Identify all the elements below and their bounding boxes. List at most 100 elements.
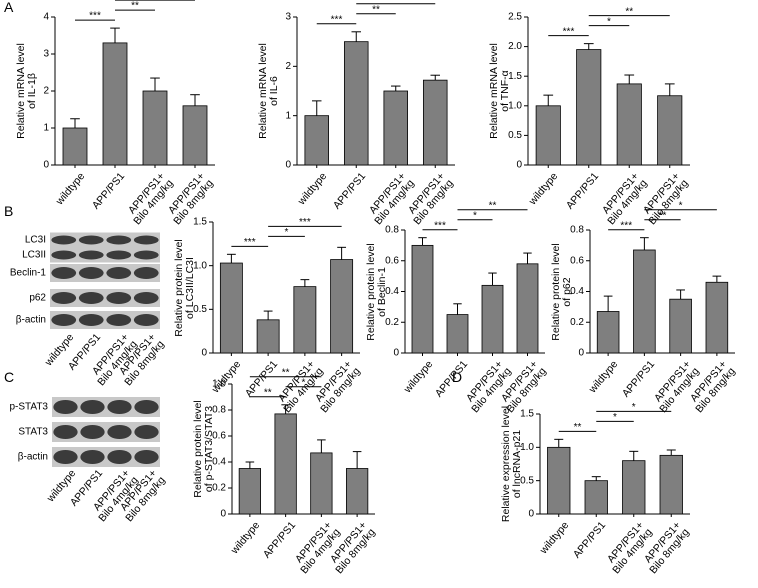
blot-band bbox=[106, 235, 132, 245]
blot-strip bbox=[52, 397, 160, 417]
significance-label: ** bbox=[282, 367, 290, 378]
y-tick-label: 2.0 bbox=[508, 41, 522, 52]
blot-strip bbox=[50, 289, 160, 307]
blot-band bbox=[51, 250, 77, 260]
blot-strip bbox=[50, 247, 160, 263]
blot-row-label: Beclin-1 bbox=[10, 268, 47, 279]
y-tick-label: 3 bbox=[43, 49, 49, 60]
y-tick-label: 0.5 bbox=[520, 475, 534, 486]
blot-band bbox=[78, 267, 104, 279]
blot-row-label: β-actin bbox=[18, 452, 48, 463]
y-tick-label: 0 bbox=[516, 160, 522, 171]
panel-label: B bbox=[4, 203, 14, 219]
panel-label: C bbox=[4, 369, 15, 385]
significance-label: *** bbox=[299, 217, 311, 228]
blot-band bbox=[78, 235, 104, 245]
blot-band bbox=[51, 292, 77, 304]
blot-band bbox=[134, 450, 159, 464]
y-tick-label: 0.8 bbox=[385, 225, 399, 236]
y-tick-label: 1.5 bbox=[508, 71, 522, 82]
bar bbox=[383, 90, 408, 166]
blot-band bbox=[107, 450, 132, 464]
y-axis-title: Relative protein level of p-STAT3/STAT3 bbox=[192, 400, 215, 498]
significance-label: * bbox=[607, 16, 611, 27]
significance-label: ** bbox=[372, 4, 380, 15]
bar bbox=[62, 127, 88, 166]
bar bbox=[584, 480, 608, 515]
y-axis-title: Relative protein level of Beclin-1 bbox=[365, 242, 388, 341]
bar bbox=[343, 41, 369, 166]
blot-band bbox=[107, 425, 132, 439]
blot-strip bbox=[50, 311, 160, 329]
blot-band bbox=[53, 450, 78, 464]
significance-label: * bbox=[679, 200, 683, 211]
bar bbox=[310, 452, 333, 515]
y-tick-label: 3 bbox=[285, 12, 291, 23]
y-axis-title: Relative mRNA level of IL-6 bbox=[257, 43, 280, 139]
y-tick-label: 1.0 bbox=[212, 379, 226, 390]
blot-strip bbox=[50, 232, 160, 248]
bar bbox=[102, 42, 128, 166]
significance-label: ** bbox=[574, 422, 582, 433]
significance-label: *** bbox=[620, 220, 632, 231]
blot-row-label: LC3I bbox=[25, 235, 46, 246]
y-tick-label: 1 bbox=[285, 110, 291, 121]
y-tick-label: 1.0 bbox=[520, 442, 534, 453]
bar bbox=[616, 83, 642, 166]
bar bbox=[422, 79, 448, 166]
y-tick-label: 1.0 bbox=[193, 260, 207, 271]
y-axis-title: Relative mRNA level of IL-1β bbox=[15, 43, 38, 139]
significance-label: ** bbox=[625, 6, 633, 17]
significance-label: * bbox=[632, 402, 636, 413]
blot-band bbox=[78, 292, 104, 304]
blot-strip bbox=[50, 264, 160, 282]
bar bbox=[219, 262, 243, 354]
bar bbox=[411, 244, 434, 354]
y-tick-label: 0 bbox=[43, 160, 49, 171]
blot-row-label: LC3II bbox=[22, 250, 46, 261]
blot-band bbox=[133, 314, 159, 326]
blot-band bbox=[80, 425, 105, 439]
y-tick-label: 0.6 bbox=[570, 255, 584, 266]
bar bbox=[142, 90, 168, 166]
y-tick-label: 0 bbox=[578, 348, 584, 359]
significance-label: * bbox=[302, 377, 306, 388]
y-tick-label: 0 bbox=[285, 160, 291, 171]
bar bbox=[633, 249, 656, 354]
y-axis-title: Relative mRNA level of TNF-α bbox=[488, 43, 511, 139]
bar bbox=[293, 286, 317, 354]
significance-label: *** bbox=[244, 237, 256, 248]
blot-band bbox=[78, 250, 104, 260]
bar bbox=[659, 454, 683, 515]
significance-label: ** bbox=[131, 1, 139, 12]
y-tick-label: 1.0 bbox=[508, 100, 522, 111]
bar bbox=[596, 311, 620, 354]
significance-label: *** bbox=[331, 14, 343, 25]
blot-band bbox=[133, 250, 159, 260]
significance-label: * bbox=[613, 412, 617, 423]
significance-label: ** bbox=[151, 0, 159, 2]
y-tick-label: 0.2 bbox=[570, 317, 584, 328]
significance-label: *** bbox=[434, 220, 446, 231]
blot-band bbox=[78, 314, 104, 326]
significance-label: ** bbox=[659, 210, 667, 221]
y-axis-title: Relative protein level of LC3II/LC3I bbox=[173, 238, 196, 337]
y-tick-label: 0 bbox=[393, 348, 399, 359]
y-tick-label: 2.5 bbox=[508, 12, 522, 23]
bar bbox=[535, 105, 561, 166]
y-tick-label: 0.8 bbox=[570, 225, 584, 236]
bar bbox=[576, 49, 602, 166]
blot-band bbox=[51, 267, 77, 279]
blot-band bbox=[51, 314, 77, 326]
y-tick-label: 0.2 bbox=[212, 483, 226, 494]
bar bbox=[238, 468, 261, 515]
significance-label: *** bbox=[563, 26, 575, 37]
significance-label: ** bbox=[392, 0, 400, 5]
blot-row-label: p62 bbox=[29, 293, 46, 304]
y-tick-label: 0.2 bbox=[385, 317, 399, 328]
blot-band bbox=[51, 235, 77, 245]
blot-row-label: p-STAT3 bbox=[9, 402, 48, 413]
bar bbox=[622, 460, 646, 515]
significance-label: ** bbox=[489, 200, 497, 211]
